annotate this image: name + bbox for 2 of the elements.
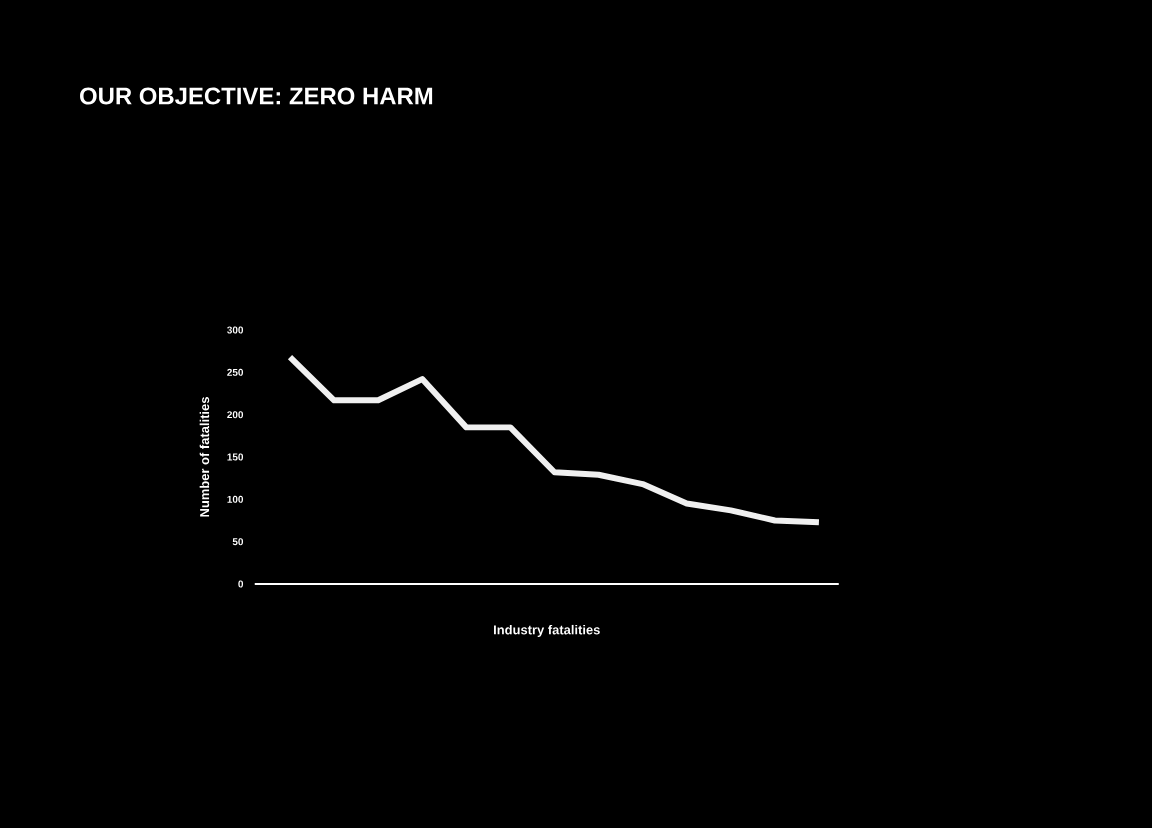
line-series [287,354,822,526]
chart-title: OUR OBJECTIVE: ZERO HARM [80,87,433,105]
